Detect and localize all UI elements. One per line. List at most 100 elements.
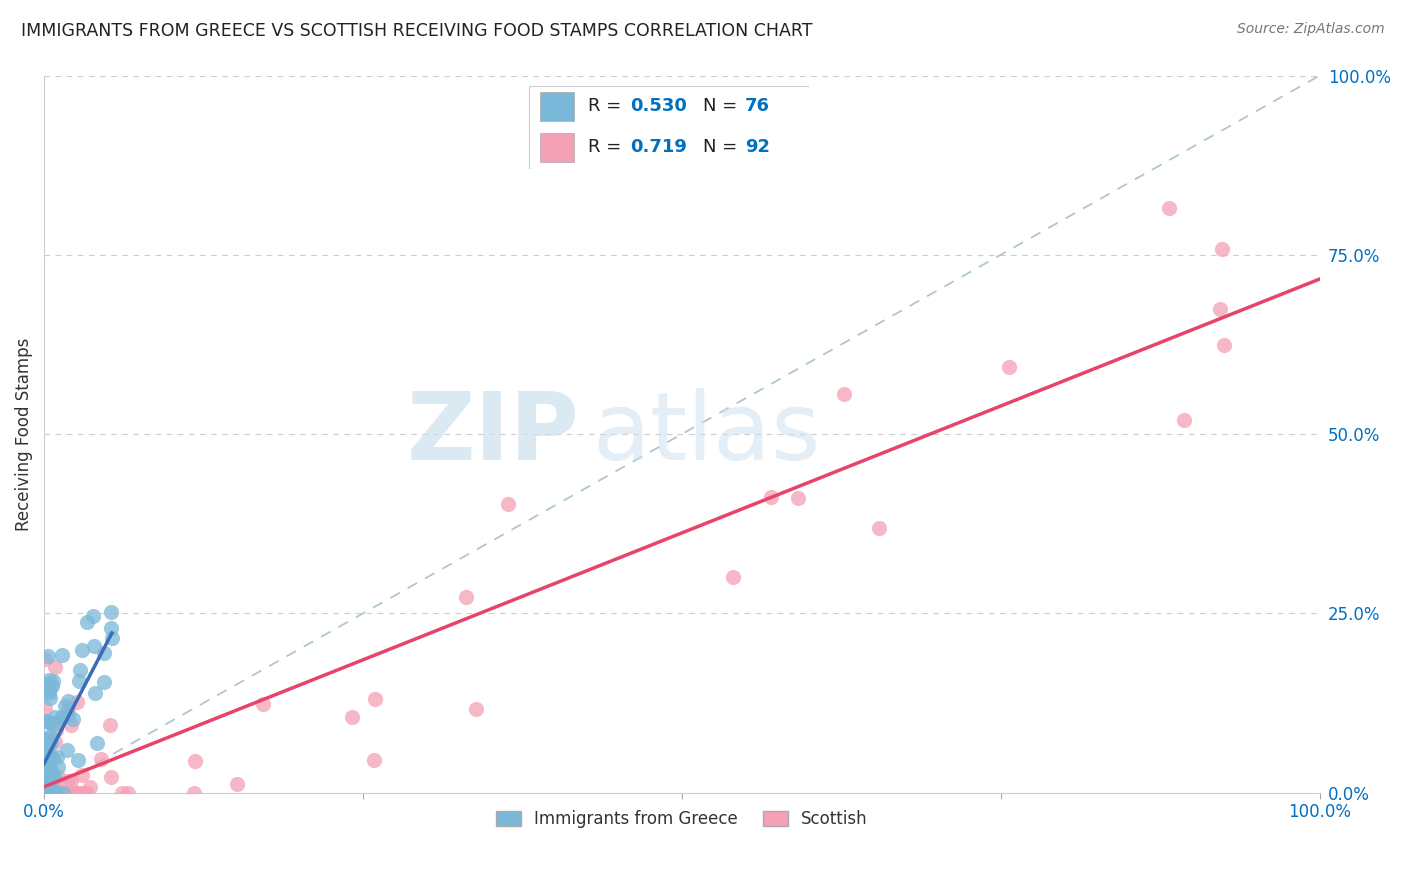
Point: [45, 786, 67, 800]
Point: [340, 710, 363, 724]
Point: [44, 716, 66, 731]
Point: [454, 591, 477, 605]
Point: [56, 743, 79, 757]
Point: [35, 781, 58, 796]
Point: [34, 733, 56, 747]
Point: [37, 780, 59, 794]
Point: [35, 745, 58, 759]
Point: [44, 775, 66, 789]
Point: [34, 786, 56, 800]
Point: [76, 615, 98, 629]
Point: [1173, 413, 1195, 427]
Text: Source: ZipAtlas.com: Source: ZipAtlas.com: [1237, 22, 1385, 37]
Point: [38, 681, 60, 695]
Point: [38, 766, 60, 780]
Point: [37, 786, 59, 800]
Point: [98, 718, 121, 732]
Point: [56, 773, 79, 788]
Point: [67, 673, 90, 688]
Point: [37, 775, 59, 789]
Point: [35, 738, 58, 752]
Point: [41, 775, 63, 789]
Point: [45, 786, 67, 800]
Point: [73, 786, 96, 800]
Point: [38, 686, 60, 700]
Point: [76, 786, 98, 800]
Point: [35, 786, 58, 800]
Point: [56, 702, 79, 716]
Point: [117, 786, 139, 800]
Point: [39, 764, 62, 778]
Point: [62, 713, 84, 727]
Point: [46, 770, 69, 784]
Point: [51, 786, 73, 800]
Point: [38, 763, 60, 777]
Point: [37, 755, 59, 769]
Point: [364, 691, 387, 706]
Point: [42, 786, 65, 800]
Point: [66, 753, 89, 767]
Point: [56, 694, 79, 708]
Point: [38, 786, 60, 800]
Point: [44, 735, 66, 749]
Point: [39, 786, 62, 800]
Point: [38, 735, 60, 749]
Point: [1209, 302, 1232, 317]
Point: [46, 783, 69, 797]
Point: [35, 677, 58, 691]
Point: [35, 786, 58, 800]
Point: [37, 784, 59, 798]
Point: [44, 786, 66, 800]
Point: [37, 648, 59, 663]
Point: [38, 786, 60, 800]
Point: [51, 786, 73, 800]
Point: [35, 786, 58, 800]
Point: [42, 673, 65, 688]
Point: [93, 675, 115, 690]
Point: [38, 715, 60, 730]
Point: [101, 631, 124, 645]
Point: [184, 755, 207, 769]
Point: [55, 786, 77, 800]
Point: [45, 750, 67, 764]
Point: [721, 569, 744, 583]
Point: [46, 786, 69, 800]
Point: [59, 718, 82, 732]
Point: [53, 786, 76, 800]
Point: [834, 386, 856, 401]
Point: [761, 490, 783, 504]
Point: [38, 714, 60, 729]
Point: [41, 679, 63, 693]
Point: [34, 786, 56, 800]
Point: [868, 521, 890, 535]
Point: [39, 786, 62, 800]
Point: [111, 786, 134, 800]
Point: [34, 738, 56, 752]
Point: [1157, 202, 1180, 216]
Point: [83, 639, 105, 653]
Point: [37, 786, 59, 800]
Point: [53, 698, 76, 713]
Point: [34, 714, 56, 729]
Point: [51, 648, 73, 662]
Point: [44, 660, 66, 674]
Point: [41, 786, 63, 800]
Point: [45, 723, 67, 737]
Point: [44, 710, 66, 724]
Point: [49, 786, 72, 800]
Point: [34, 786, 56, 800]
Point: [39, 786, 62, 800]
Point: [45, 716, 67, 731]
Point: [997, 359, 1019, 374]
Point: [41, 750, 63, 764]
Legend: Immigrants from Greece, Scottish: Immigrants from Greece, Scottish: [489, 803, 875, 835]
Text: atlas: atlas: [592, 388, 821, 480]
Point: [45, 786, 67, 800]
Point: [42, 770, 65, 784]
Point: [46, 760, 69, 774]
Point: [44, 786, 66, 800]
Point: [56, 707, 79, 722]
Point: [35, 760, 58, 774]
Point: [44, 786, 66, 800]
Point: [62, 786, 84, 800]
